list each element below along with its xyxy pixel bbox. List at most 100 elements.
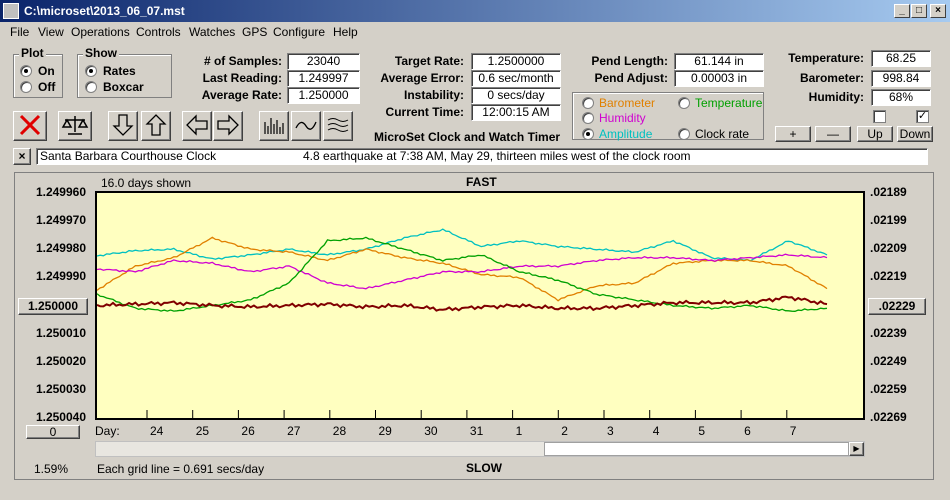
- samples-field: 23040: [287, 53, 360, 70]
- y-tick-left: 1.250020: [35, 353, 86, 368]
- x-tick-label: 2: [561, 424, 568, 438]
- scroll-down-button[interactable]: [108, 111, 138, 141]
- y-tick-left: 1.250040: [35, 410, 86, 424]
- scroll-right-button[interactable]: [213, 111, 243, 141]
- x-tick-label: 29: [378, 424, 392, 438]
- x-tick-label: 5: [698, 424, 706, 438]
- series-line-amplitude: [96, 228, 828, 262]
- y-tick-right: .02259: [870, 381, 907, 396]
- series-line-temperature: [96, 236, 828, 312]
- y-tick-left: 1.249960: [35, 185, 86, 199]
- pend-adjust-label: Pend Adjust:: [594, 71, 668, 85]
- instability-field: 0 secs/day: [471, 87, 561, 104]
- close-icon[interactable]: ×: [930, 4, 946, 18]
- show-rates-radio[interactable]: [85, 65, 97, 77]
- target-rate-label: Target Rate:: [394, 54, 464, 68]
- last-reading-label: Last Reading:: [202, 71, 282, 85]
- time-scrollbar[interactable]: ▶: [95, 441, 865, 457]
- menu-controls[interactable]: Controls: [136, 25, 181, 39]
- plot-on-radio[interactable]: [20, 65, 32, 77]
- stop-button[interactable]: [13, 111, 47, 141]
- series-line-clock_rate: [96, 295, 828, 312]
- arrow-right-icon: [217, 114, 239, 136]
- y-tick-left: 1.249990: [35, 269, 86, 284]
- trace-selector: [572, 92, 764, 140]
- humidity-label: Humidity: [599, 111, 646, 125]
- arrow-up-icon: [145, 114, 167, 136]
- y-tick-right: .02189: [870, 185, 907, 199]
- menu-view[interactable]: View: [38, 25, 64, 39]
- chart-plot-area: [95, 191, 865, 420]
- temperature-label: Temperature: [695, 96, 763, 110]
- menu-watches[interactable]: Watches: [189, 25, 236, 39]
- x-tick-label: 4: [652, 424, 660, 438]
- window-title: C:\microset\2013_06_07.mst: [24, 4, 185, 18]
- humidity-radio[interactable]: [582, 112, 594, 124]
- multi-wave-icon: [327, 118, 349, 132]
- average-rate-label: Average Rate:: [201, 88, 282, 102]
- boxcar-button[interactable]: [323, 111, 353, 141]
- minimize-icon[interactable]: _: [894, 4, 910, 18]
- menu-file[interactable]: File: [10, 25, 30, 39]
- scrollbar-thumb[interactable]: [544, 442, 849, 456]
- x-tick-label: 24: [150, 424, 164, 438]
- x-tick-label: 30: [424, 424, 438, 438]
- x-tick-label: 6: [744, 424, 751, 438]
- plus-button[interactable]: +: [775, 126, 811, 142]
- clock-rate-label: Clock rate: [695, 127, 750, 141]
- scroll-up-button[interactable]: [141, 111, 171, 141]
- y-tick-right: .02199: [870, 213, 907, 228]
- menu-configure[interactable]: Configure: [273, 25, 326, 39]
- series-line-barometer: [96, 236, 828, 302]
- samples-label: # of Samples:: [203, 54, 282, 68]
- maximize-icon[interactable]: □: [911, 4, 927, 18]
- show-boxcar-radio[interactable]: [85, 81, 97, 93]
- plot-group-title: Plot: [19, 46, 46, 60]
- barometer-radio[interactable]: [582, 97, 594, 109]
- plot-on-label: On: [38, 64, 55, 78]
- y-tick-left: 1.250030: [35, 381, 86, 396]
- amplitude-radio[interactable]: [582, 128, 594, 140]
- plot-off-radio[interactable]: [20, 81, 32, 93]
- plot-off-label: Off: [38, 80, 56, 94]
- option-checkbox-2[interactable]: ✓: [916, 110, 929, 123]
- scroll-left-button[interactable]: [182, 111, 212, 141]
- pend-adjust-field[interactable]: 0.00003 in: [674, 70, 764, 87]
- slow-label: SLOW: [466, 461, 502, 475]
- center-amplitude-button[interactable]: .02229: [868, 297, 926, 315]
- smooth-button[interactable]: [291, 111, 321, 141]
- menu-operations[interactable]: Operations: [71, 25, 130, 39]
- x-tick-label: 27: [287, 424, 301, 438]
- menu-gps[interactable]: GPS: [242, 25, 268, 39]
- clock-name: Santa Barbara Courthouse Clock: [40, 149, 217, 163]
- menu-help[interactable]: Help: [333, 25, 358, 39]
- temperature-radio[interactable]: [678, 97, 690, 109]
- barometer-label: Barometer: [599, 96, 656, 110]
- last-reading-field: 1.249997: [287, 70, 360, 87]
- zero-button[interactable]: 0: [26, 425, 80, 439]
- day-label: Day:: [95, 424, 120, 438]
- target-rate-field[interactable]: 1.2500000: [471, 53, 561, 70]
- down-button[interactable]: Down: [897, 126, 933, 142]
- minus-button[interactable]: —: [815, 126, 851, 142]
- scroll-right-arrow-icon[interactable]: ▶: [849, 442, 864, 456]
- y-tick-left: 1.249980: [35, 241, 86, 256]
- pend-length-label: Pend Length:: [591, 54, 668, 68]
- up-button[interactable]: Up: [857, 126, 893, 142]
- clock-rate-radio[interactable]: [678, 128, 690, 140]
- arrow-left-icon: [186, 114, 208, 136]
- balance-button[interactable]: [58, 111, 92, 141]
- humidity-field: 68%: [871, 89, 931, 106]
- chart-svg: [96, 228, 828, 418]
- y-tick-right: .02219: [870, 269, 907, 284]
- humidity-reading-label: Humidity:: [808, 90, 864, 104]
- histogram-button[interactable]: [259, 111, 289, 141]
- app-title: MicroSet Clock and Watch Timer: [374, 130, 561, 144]
- clear-note-button[interactable]: ×: [13, 148, 31, 165]
- arrow-down-icon: [112, 114, 134, 136]
- pend-length-field[interactable]: 61.144 in: [674, 53, 764, 70]
- center-rate-button[interactable]: 1.250000: [18, 297, 88, 315]
- note-field[interactable]: Santa Barbara Courthouse Clock 4.8 earth…: [36, 148, 928, 165]
- option-checkbox-1[interactable]: [873, 110, 886, 123]
- barometer-reading-label: Barometer:: [799, 71, 864, 85]
